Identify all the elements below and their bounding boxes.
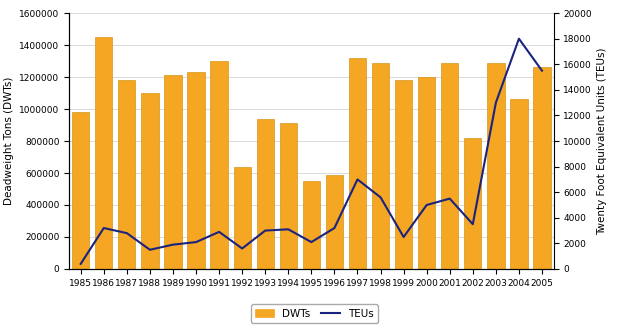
Bar: [533, 68, 550, 269]
Bar: [510, 99, 528, 269]
Legend: DWTs, TEUs: DWTs, TEUs: [251, 304, 378, 323]
Bar: [372, 63, 389, 269]
Bar: [211, 61, 228, 269]
Bar: [72, 112, 89, 269]
Bar: [349, 58, 366, 269]
Bar: [257, 119, 274, 269]
Bar: [395, 80, 412, 269]
Bar: [418, 77, 435, 269]
Bar: [326, 174, 343, 269]
Bar: [187, 72, 204, 269]
Bar: [441, 63, 459, 269]
Bar: [303, 181, 320, 269]
Y-axis label: Twenty Foot Equivalent Units (TEUs): Twenty Foot Equivalent Units (TEUs): [598, 47, 608, 235]
Bar: [280, 123, 297, 269]
Bar: [487, 63, 504, 269]
Bar: [164, 75, 182, 269]
Bar: [95, 37, 113, 269]
Bar: [233, 167, 251, 269]
Y-axis label: Deadweight Tons (DWTs): Deadweight Tons (DWTs): [4, 77, 14, 205]
Bar: [118, 80, 135, 269]
Bar: [142, 93, 159, 269]
Bar: [464, 138, 481, 269]
